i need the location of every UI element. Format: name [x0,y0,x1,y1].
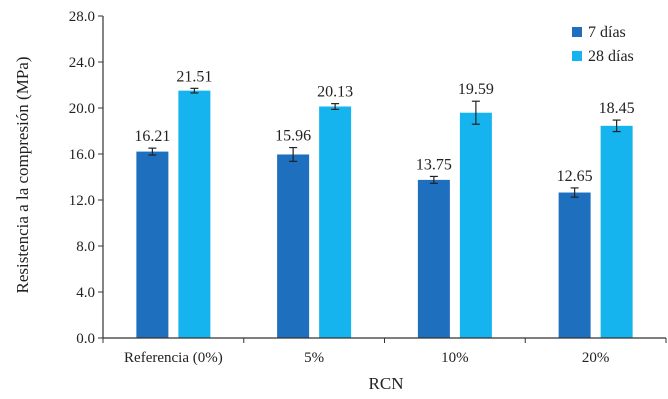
y-tick-label: 16.0 [69,147,95,163]
y-tick-label: 20.0 [69,101,95,117]
x-axis-ticks: Referencia (0%) 5% 10% 20% [102,338,667,366]
data-label-28-d-as-20: 18.45 [599,100,635,117]
bar-7-d-as-referencia-0 [136,151,169,338]
y-tick-label: 8.0 [76,239,95,255]
error-bar-28-d-as-5 [331,103,340,110]
y-tick-label: 28.0 [69,9,95,25]
y-tick-label: 0.0 [76,331,95,347]
data-label-7-d-as-5: 15.96 [275,128,311,145]
error-bar-7-d-as-referencia-0 [148,147,157,156]
bar-7-d-as-5 [277,154,310,338]
error-bar-28-d-as-referencia-0 [190,87,199,94]
legend: 7 días 28 días [572,24,634,65]
x-tick-label: Referencia (0%) [124,350,223,366]
bar-28-d-as-referencia-0 [178,90,211,338]
data-label-7-d-as-referencia-0: 16.21 [134,128,170,145]
y-tick-label: 24.0 [69,55,95,71]
data-labels: 16.21 21.51 15.96 20.13 13.75 19.59 12.65 18.45 [134,68,634,185]
error-bars [148,87,621,198]
x-tick-label: 10% [441,350,469,366]
bars [136,90,633,338]
error-bar-7-d-as-5 [289,146,298,162]
legend-swatch-28-d-as [572,51,582,61]
y-axis-ticks: 0.0 4.0 8.0 12.0 16.0 20.0 24.0 28.0 [69,9,103,347]
data-label-7-d-as-10: 13.75 [416,156,452,173]
data-label-7-d-as-20: 12.65 [557,168,593,185]
error-bar-28-d-as-10 [471,100,480,125]
bar-28-d-as-5 [319,106,352,338]
y-axis-label: Resistencia a la compresión (MPa) [13,57,32,294]
x-axis-label: RCN [369,374,404,393]
legend-label-7-d-as: 7 días [588,24,626,41]
data-label-28-d-as-5: 20.13 [317,84,353,101]
error-bar-7-d-as-20 [570,187,579,198]
x-tick-label: 20% [582,350,610,366]
bar-7-d-as-10 [417,179,450,338]
y-tick-label: 4.0 [76,285,95,301]
y-tick-label: 12.0 [69,193,95,209]
legend-swatch-7-d-as [572,27,582,37]
error-bar-7-d-as-10 [429,175,438,184]
bar-28-d-as-10 [459,112,492,338]
data-label-28-d-as-10: 19.59 [458,81,494,98]
legend-label-28-d-as: 28 días [588,48,634,65]
error-bar-28-d-as-20 [612,119,621,133]
bar-28-d-as-20 [600,125,633,338]
data-label-28-d-as-referencia-0: 21.51 [176,68,212,85]
x-tick-label: 5% [304,350,324,366]
bar-7-d-as-20 [558,192,591,338]
